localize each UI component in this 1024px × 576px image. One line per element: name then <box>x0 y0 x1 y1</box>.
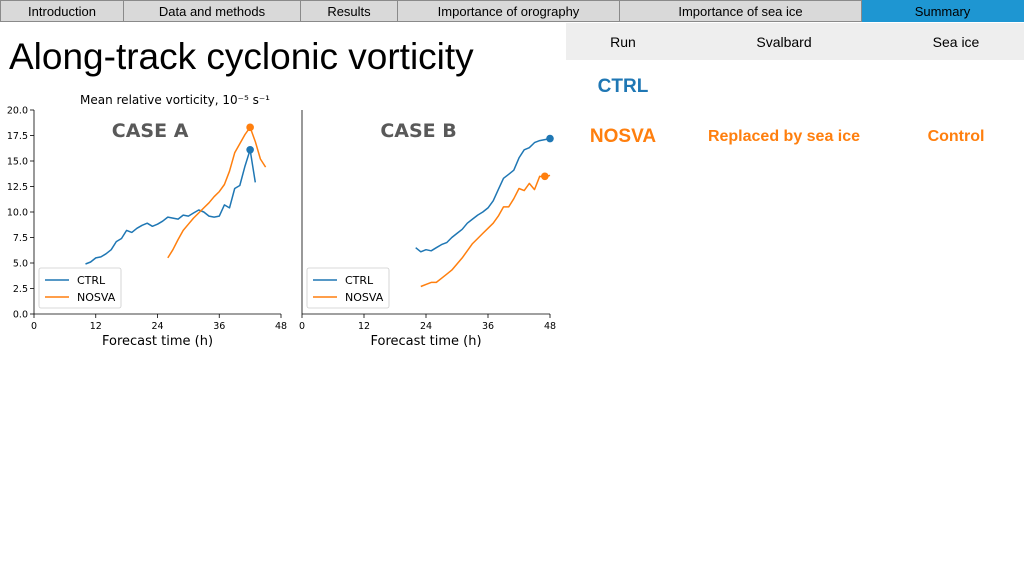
y-tick-label: 12.5 <box>7 182 28 193</box>
chart-panel-case-b: 0 12 24 36 48 Forecast time (h) CASE B CTRL NOSV… <box>299 110 556 349</box>
navigation-tabs: Introduction Data and methods Results Im… <box>0 0 1024 23</box>
x-tick-label: 36 <box>213 321 225 332</box>
legend-box <box>38 267 122 309</box>
header-run: Run <box>610 33 636 50</box>
slide-title: Along-track cyclonic vorticity <box>9 36 474 77</box>
table-row-ctrl: CTRL <box>566 60 1024 114</box>
series-line-ctrl <box>85 149 257 265</box>
endpoint-marker-nosva <box>541 172 549 181</box>
run-table: Run Svalbard Sea ice CTRL NOSVA Replaced… <box>566 23 1024 160</box>
legend-label: NOSVA <box>345 291 384 304</box>
y-tick-label: 10.0 <box>7 208 28 219</box>
chart-title: Mean relative vorticity, 10⁻⁵ s⁻¹ <box>80 93 270 107</box>
table-row-nosva: NOSVA Replaced by sea ice Control <box>566 114 1024 160</box>
x-tick-label: 12 <box>358 321 370 332</box>
y-tick-label: 15.0 <box>7 157 28 168</box>
tab-importance-of-sea-ice[interactable]: Importance of sea ice <box>620 0 862 22</box>
chart-panel-case-a: 0 12 24 36 48 0.0 2.5 5.0 7.5 10.0 12.5 15.0 17.5 20.… <box>7 106 287 350</box>
y-tick-label: 2.5 <box>13 284 28 295</box>
legend-box <box>306 267 390 309</box>
header-sea-ice: Sea ice <box>932 33 980 50</box>
table-header: Run Svalbard Sea ice <box>566 23 1024 60</box>
legend-label: CTRL <box>345 274 374 287</box>
x-tick-label: 12 <box>90 321 102 332</box>
tab-results[interactable]: Results <box>301 0 398 22</box>
x-tick-label: 24 <box>420 321 432 332</box>
y-tick-label: 5.0 <box>13 259 28 270</box>
tab-importance-of-orography[interactable]: Importance of orography <box>398 0 620 22</box>
y-tick-label: 7.5 <box>13 233 28 244</box>
x-tick-label: 48 <box>544 321 556 332</box>
series-line-nosva <box>420 174 551 288</box>
tab-data-and-methods[interactable]: Data and methods <box>124 0 301 22</box>
endpoint-marker-nosva <box>246 123 254 132</box>
panel-label: CASE A <box>112 120 189 142</box>
endpoint-marker-ctrl <box>246 145 254 154</box>
svalbard-nosva: Replaced by sea ice <box>707 128 861 145</box>
x-tick-label: 24 <box>151 321 163 332</box>
y-tick-label: 17.5 <box>7 131 28 142</box>
tab-introduction[interactable]: Introduction <box>0 0 124 22</box>
legend-label: CTRL <box>77 274 106 287</box>
tab-summary[interactable]: Summary <box>862 0 1024 22</box>
legend-label: NOSVA <box>77 291 116 304</box>
x-tick-label: 0 <box>31 321 37 332</box>
sea-ice-nosva: Control <box>927 128 985 145</box>
x-tick-label: 48 <box>275 321 287 332</box>
panel-label: CASE B <box>380 120 456 142</box>
run-nosva: NOSVA <box>589 126 657 147</box>
run-ctrl: CTRL <box>597 76 649 97</box>
x-axis-label: Forecast time (h) <box>102 334 213 349</box>
x-tick-label: 36 <box>482 321 494 332</box>
x-axis-label: Forecast time (h) <box>370 334 481 349</box>
header-svalbard: Svalbard <box>756 33 812 50</box>
y-tick-label: 0.0 <box>13 310 28 321</box>
series-line-ctrl <box>415 137 551 253</box>
endpoint-marker-ctrl <box>546 134 554 143</box>
x-tick-label: 0 <box>299 321 305 332</box>
vorticity-chart: Mean relative vorticity, 10⁻⁵ s⁻¹ 0 12 24 3… <box>7 93 556 350</box>
y-tick-label: 20.0 <box>7 106 28 117</box>
